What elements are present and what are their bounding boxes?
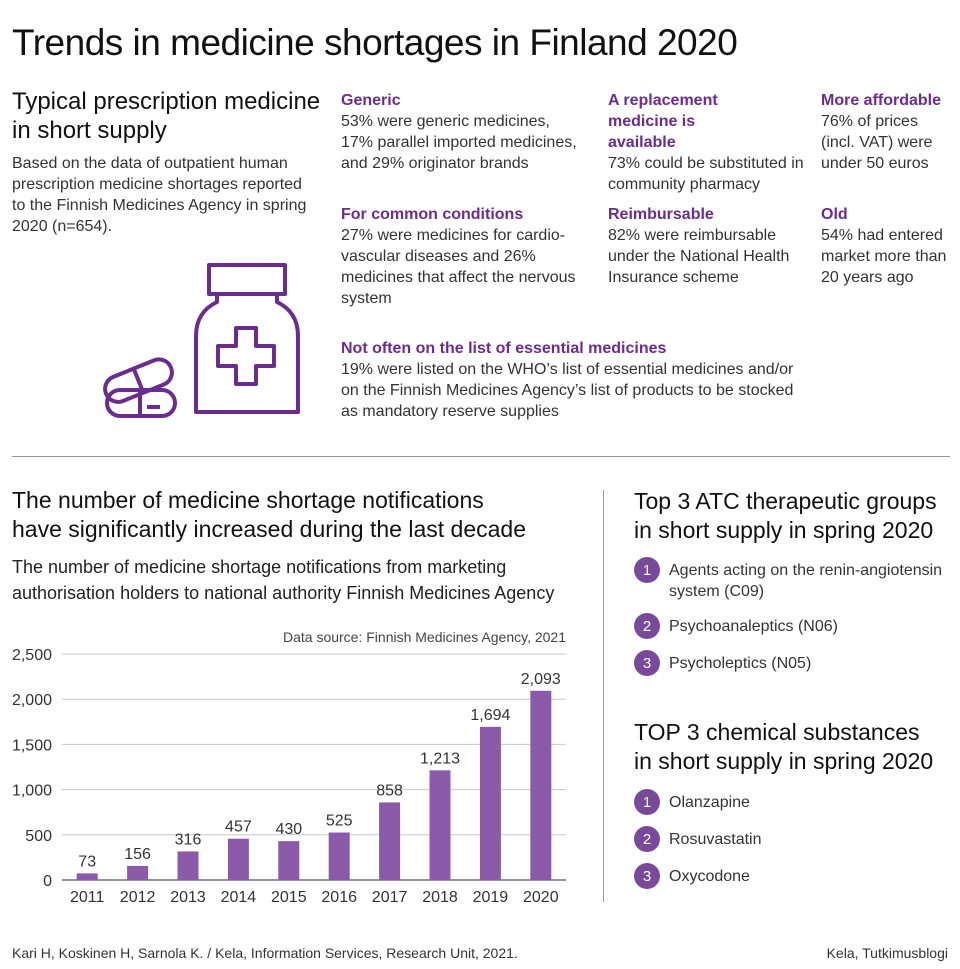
substances-list: 1 Olanzapine 2 Rosuvastatin 3 Oxycodone	[634, 789, 954, 900]
page-title: Trends in medicine shortages in Finland …	[12, 22, 738, 63]
data-label: 1,213	[420, 750, 460, 767]
x-tick-label: 2012	[120, 889, 156, 906]
section-divider	[12, 456, 950, 457]
shortage-bar-chart: Data source: Finnish Medicines Agency, 2…	[12, 629, 566, 906]
bar-2011	[76, 873, 98, 880]
rank-badge: 1	[634, 557, 660, 583]
rank-badge: 3	[634, 650, 660, 676]
y-tick-label: 1,000	[12, 783, 52, 800]
rank-badge: 1	[634, 789, 660, 815]
capsule-icon	[103, 357, 177, 418]
y-tick-label: 2,000	[12, 692, 52, 709]
data-label: 457	[225, 819, 252, 836]
y-tick-label: 500	[25, 828, 52, 845]
pill-bottle-icon	[194, 263, 300, 414]
atc-item: 1 Agents acting on the renin-angiotensin…	[634, 557, 954, 602]
bar-2020	[530, 690, 552, 880]
rank-badge: 2	[634, 826, 660, 852]
intro-text: Based on the data of outpatient human pr…	[12, 155, 307, 235]
bar-2013	[177, 851, 199, 880]
y-tick-label: 0	[43, 873, 52, 890]
x-tick-label: 2016	[321, 889, 357, 906]
x-tick-label: 2019	[473, 889, 509, 906]
x-tick-label: 2014	[221, 889, 257, 906]
data-label: 2,093	[521, 671, 561, 688]
bar-2014	[227, 838, 249, 880]
x-tick-label: 2018	[422, 889, 458, 906]
fact-reimbursable: Reimbursable 82% were reimbursable under…	[608, 206, 790, 286]
data-label: 525	[326, 813, 353, 830]
fact-generic: Generic 53% were generic medicines, 17% …	[341, 92, 577, 172]
footer-source: Kela, Tutkimusblogi	[826, 945, 948, 961]
footer-credit: Kari H, Koskinen H, Sarnola K. / Kela, I…	[12, 945, 518, 961]
column-divider	[603, 490, 604, 902]
data-label: 156	[124, 846, 151, 863]
data-label: 1,694	[470, 707, 510, 724]
bar-2019	[479, 726, 501, 880]
chart-source: Data source: Finnish Medicines Agency, 2…	[283, 629, 566, 645]
bar-2018	[429, 770, 451, 880]
substance-item: 3 Oxycodone	[634, 863, 954, 889]
fact-affordable: More affordable 76% of prices (incl. VAT…	[821, 92, 942, 172]
fact-common-conditions: For common conditions 27% were medicines…	[341, 206, 576, 307]
atc-item: 2 Psychoanaleptics (N06)	[634, 613, 954, 639]
bar-2016	[328, 832, 350, 880]
chart-heading: The number of medicine shortage notifica…	[12, 487, 526, 542]
x-tick-label: 2020	[523, 889, 559, 906]
x-tick-label: 2011	[70, 889, 105, 906]
fact-old: Old 54% had entered market more than 20 …	[821, 206, 947, 286]
x-tick-label: 2017	[372, 889, 408, 906]
data-label: 316	[175, 831, 202, 848]
bar-2012	[127, 865, 149, 880]
y-tick-label: 2,500	[12, 647, 52, 664]
chart-subtitle: The number of medicine shortage notifica…	[12, 557, 555, 603]
atc-list: 1 Agents acting on the renin-angiotensin…	[634, 557, 954, 687]
bar-2017	[379, 802, 401, 880]
x-tick-label: 2013	[170, 889, 206, 906]
rank-badge: 2	[634, 613, 660, 639]
rank-badge: 3	[634, 863, 660, 889]
substance-item: 1 Olanzapine	[634, 789, 954, 815]
medicine-illustration	[103, 263, 300, 418]
data-label: 73	[78, 853, 96, 870]
data-label: 858	[376, 782, 403, 799]
fact-essential-list: Not often on the list of essential medic…	[341, 340, 794, 420]
data-label: 430	[275, 821, 302, 838]
x-tick-label: 2015	[271, 889, 307, 906]
substances-heading: TOP 3 chemical substances in short suppl…	[634, 719, 934, 774]
atc-item: 3 Psycholeptics (N05)	[634, 650, 954, 676]
intro-heading: Typical prescription medicine in short s…	[12, 88, 321, 144]
substance-item: 2 Rosuvastatin	[634, 826, 954, 852]
y-tick-label: 1,500	[12, 737, 52, 754]
bar-2015	[278, 841, 300, 880]
atc-heading: Top 3 ATC therapeutic groups in short su…	[634, 488, 937, 543]
fact-replacement: A replacement medicine is available 73% …	[608, 92, 804, 193]
